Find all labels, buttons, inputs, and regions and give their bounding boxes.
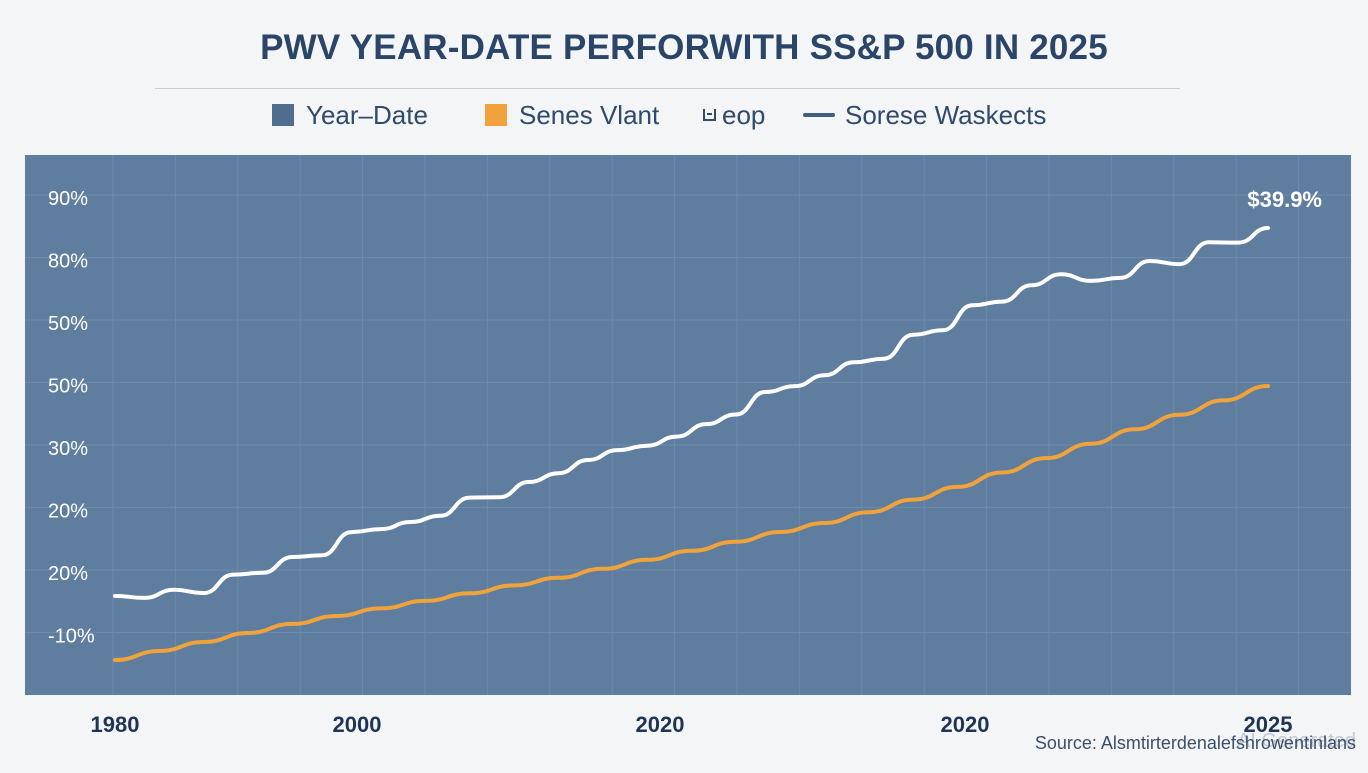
y-tick-label: 80%	[48, 251, 88, 273]
x-tick-label: 2000	[333, 712, 382, 737]
legend-item-year-date: Year–Date	[272, 98, 428, 132]
legend-label: Senes Vlant	[519, 99, 660, 130]
y-tick-label: 90%	[48, 188, 88, 210]
y-tick-label: 50%	[48, 376, 88, 398]
x-tick-label: 2025	[1244, 712, 1293, 737]
y-tick-label: 30%	[48, 438, 88, 460]
y-tick-label: 50%	[48, 313, 88, 335]
legend-label: eop	[722, 99, 766, 130]
series-line-orange	[113, 384, 1270, 662]
end-value-annotation: $39.9%	[1247, 187, 1322, 212]
legend-label: Sorese Waskects	[845, 99, 1047, 130]
legend-item-senes-vlant: Senes Vlant	[485, 98, 659, 132]
y-tick-label: 20%	[48, 563, 88, 585]
chart-title: PWV YEAR-DATE PERFORWITH SS&P 500 IN 202…	[260, 28, 1108, 67]
y-tick-label: 20%	[48, 501, 88, 523]
series-line-white	[113, 226, 1270, 600]
plot-area	[25, 155, 1351, 695]
legend-label: Year–Date	[306, 99, 428, 130]
x-tick-label: 1980	[91, 712, 140, 737]
legend: Year–Date Senes Vlant eop Sorese Waskect…	[0, 98, 1368, 132]
legend-swatch-square-icon	[272, 104, 294, 126]
x-tick-label: 2020	[941, 712, 990, 737]
watermark: AI Generated	[1237, 730, 1356, 752]
y-tick-label: -10%	[48, 626, 95, 648]
legend-item-sorese-waskects: Sorese Waskects	[803, 98, 1046, 132]
title-divider	[155, 88, 1180, 89]
legend-swatch-square-icon	[485, 104, 507, 126]
x-tick-label: 2020	[636, 712, 685, 737]
source-note: Source: Alsmtirterdenalefshrowentinlans	[1034, 733, 1356, 753]
legend-swatch-line-icon	[803, 113, 835, 117]
legend-item-eop: eop	[703, 98, 765, 132]
legend-box-icon	[703, 109, 716, 121]
